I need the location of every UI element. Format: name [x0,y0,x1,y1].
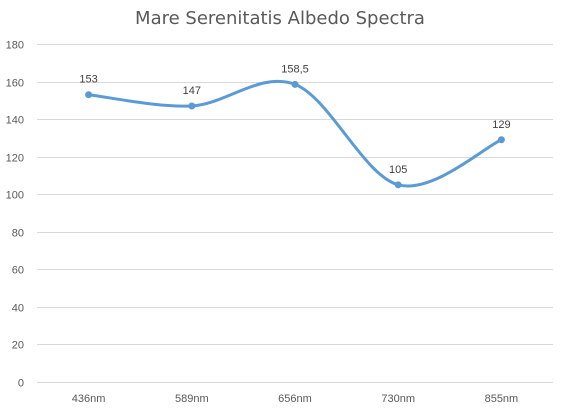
x-tick-label: 656nm [278,393,312,405]
x-tick-label: 589nm [175,393,209,405]
data-label: 158,5 [281,63,309,75]
x-tick-label: 436nm [72,393,106,405]
x-tick-label: 730nm [381,393,415,405]
y-tick-label: 60 [12,265,24,277]
data-label: 153 [79,74,97,86]
data-point [292,81,299,88]
x-tick-label: 855nm [485,393,519,405]
data-label: 147 [183,85,201,97]
y-tick-label: 120 [6,153,24,165]
series-layer [85,81,505,188]
y-tick-label: 40 [12,303,24,315]
data-label: 129 [492,119,510,131]
y-tick-label: 140 [6,115,24,127]
series-line [89,81,502,186]
data-point [85,91,92,98]
data-label: 105 [389,164,407,176]
y-tick-label: 180 [6,40,24,52]
y-tick-label: 80 [12,228,24,240]
data-point [188,102,195,109]
data-point [498,136,505,143]
y-tick-label: 160 [6,78,24,90]
x-axis-tick-labels: 436nm 589nm 656nm 730nm 855nm [72,393,518,405]
y-tick-label: 100 [6,190,24,202]
data-point [395,181,402,188]
y-tick-label: 0 [18,378,24,390]
y-tick-label: 20 [12,340,24,352]
gridlines [37,45,553,383]
chart-title: Mare Serenitatis Albedo Spectra [135,8,425,29]
y-axis-tick-labels: 0 20 40 60 80 100 120 140 160 180 [6,40,24,390]
